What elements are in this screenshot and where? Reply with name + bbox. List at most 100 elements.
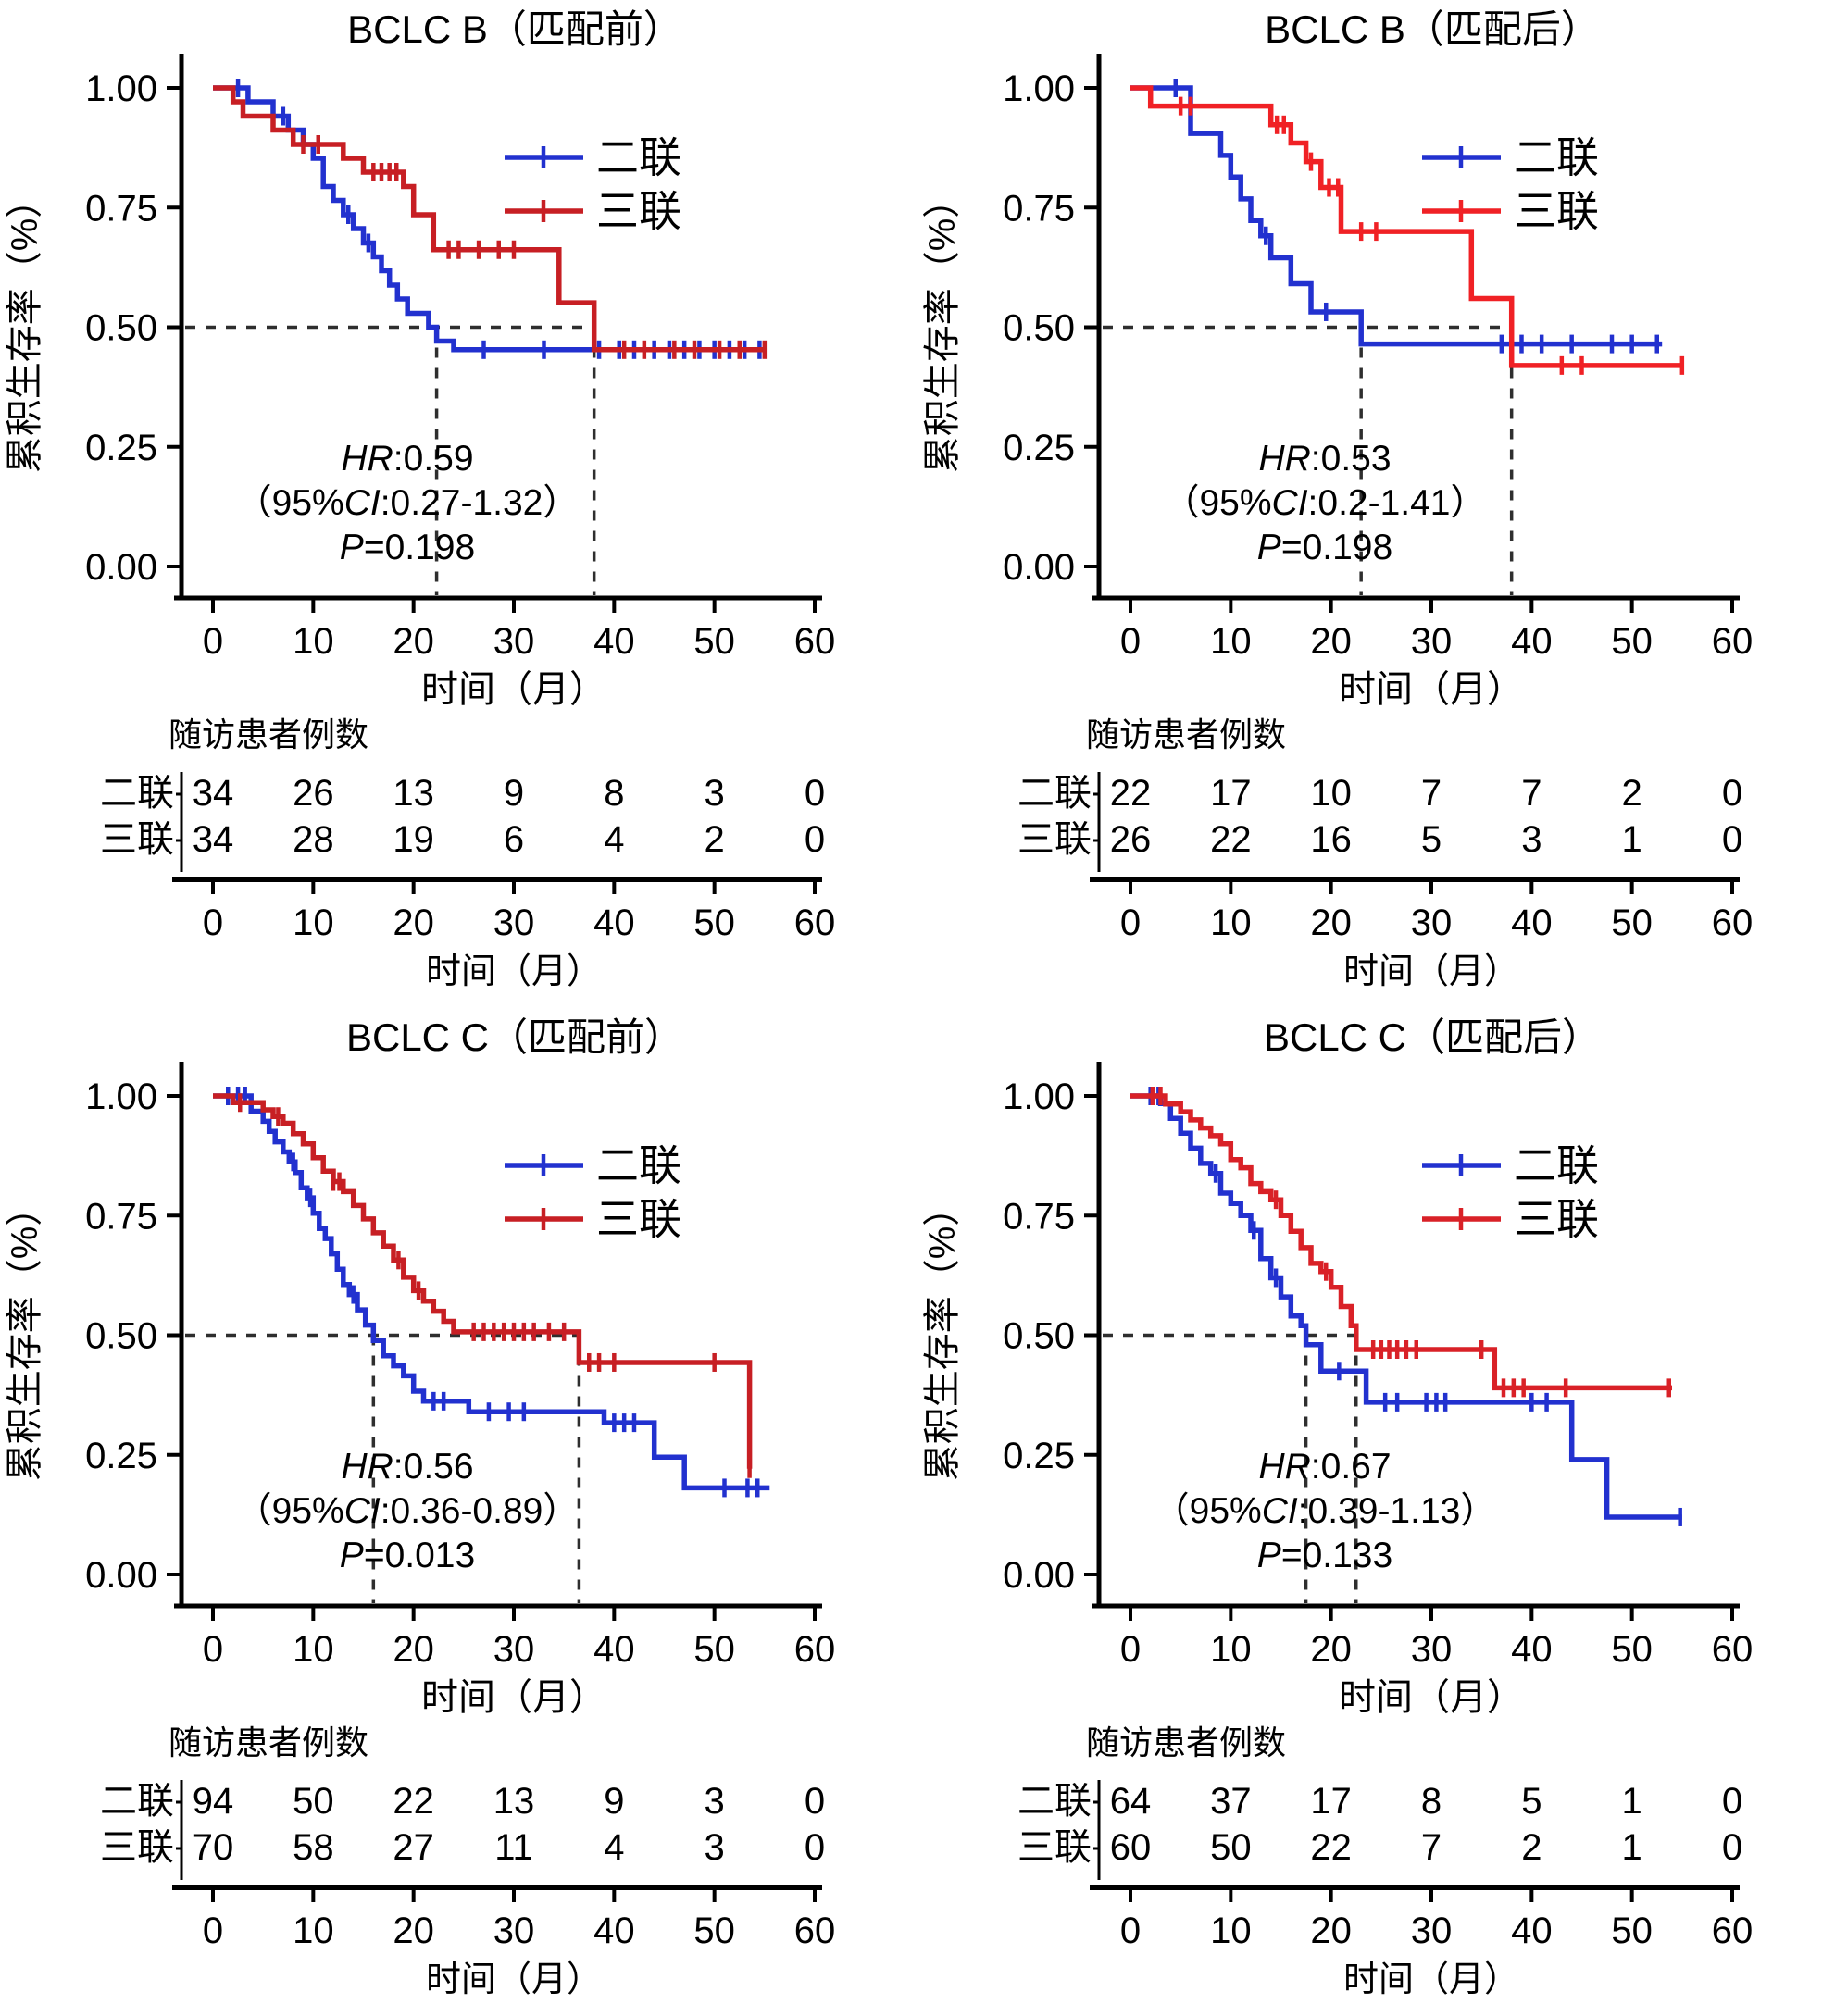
risk-count: 3 — [705, 1781, 725, 1822]
annotation-token: HR — [1258, 1447, 1310, 1487]
risk-x-tick-label: 60 — [1712, 902, 1754, 943]
legend-label: 二联 — [1514, 1141, 1599, 1189]
risk-count: 17 — [1210, 773, 1252, 814]
risk-count: 22 — [1210, 819, 1252, 860]
risk-count: 26 — [293, 773, 334, 814]
annotation-token: :0.39-1.13） — [1298, 1491, 1497, 1531]
risk-count: 0 — [805, 1827, 825, 1868]
risk-x-tick-label: 10 — [293, 902, 334, 943]
y-tick-label: 0.25 — [1003, 1436, 1075, 1476]
legend-label: 三联 — [1514, 187, 1599, 235]
risk-count: 2 — [1521, 1827, 1542, 1868]
annotation-line-2: （95%CI:0.27-1.32） — [236, 483, 580, 523]
risk-count: 34 — [193, 773, 234, 814]
y-axis-title: 累积生存率（%） — [5, 181, 45, 474]
annotation-line-2: （95%CI:0.2-1.41） — [1163, 483, 1486, 523]
annotation-token: P — [340, 528, 364, 567]
risk-row-label: 三联 — [100, 1827, 174, 1868]
panel-title: BCLC C（匹配前） — [346, 1015, 683, 1059]
risk-x-tick-label: 30 — [1411, 902, 1453, 943]
annotation-token: :0.36-0.89） — [381, 1491, 580, 1531]
risk-count: 8 — [604, 773, 624, 814]
legend-label: 三联 — [596, 187, 681, 235]
x-tick-label: 60 — [1712, 621, 1754, 662]
risk-x-axis-title: 时间（月） — [426, 952, 602, 991]
y-axis-title: 累积生存率（%） — [922, 1189, 963, 1482]
x-tick-label: 20 — [393, 621, 434, 662]
y-tick-label: 0.50 — [1003, 308, 1075, 349]
risk-x-tick-label: 10 — [293, 1910, 334, 1951]
risk-count: 1 — [1622, 1827, 1642, 1868]
risk-count: 2 — [1622, 773, 1642, 814]
risk-count: 37 — [1210, 1781, 1252, 1822]
x-tick-label: 50 — [693, 1629, 735, 1670]
annotation-token: CI — [1272, 483, 1308, 523]
risk-count: 19 — [393, 819, 434, 860]
legend-label: 三联 — [596, 1195, 681, 1243]
risk-count: 16 — [1310, 819, 1352, 860]
x-tick-label: 30 — [1411, 1629, 1453, 1670]
y-tick-label: 1.00 — [1003, 1076, 1075, 1117]
risk-count: 5 — [1421, 819, 1442, 860]
y-axis-title: 累积生存率（%） — [5, 1189, 45, 1482]
risk-x-tick-label: 0 — [203, 1910, 223, 1951]
km-panel-bclc-c-post: BCLC C（匹配后）1.000.750.500.250.000 10 20 30 40… — [918, 1008, 1835, 2016]
x-tick-label: 50 — [693, 621, 735, 662]
risk-x-tick-label: 40 — [1511, 1910, 1553, 1951]
legend-label: 二联 — [1514, 133, 1599, 181]
risk-count: 27 — [393, 1827, 434, 1868]
median-guides — [185, 325, 596, 595]
panel-title: BCLC B（匹配后） — [1265, 7, 1600, 51]
annotation-token: HR — [1258, 439, 1310, 479]
censor-marks-二联 — [1173, 79, 1659, 354]
annotation-token: HR — [341, 1447, 393, 1487]
x-tick-label: 0 — [203, 621, 223, 662]
annotation-token: :0.27-1.32） — [381, 483, 580, 523]
risk-x-axis-title: 时间（月） — [1343, 1960, 1519, 1999]
annotation-line-1: HR:0.59 — [341, 439, 473, 479]
censor-marks-三联 — [1178, 96, 1685, 375]
x-tick-label: 60 — [794, 1629, 836, 1670]
median-guides — [1103, 325, 1514, 595]
y-tick-label: 0.50 — [85, 308, 157, 349]
risk-count: 28 — [293, 819, 334, 860]
annotation-token: :0.2-1.41） — [1308, 483, 1487, 523]
km-panel-bclc-b-post: BCLC B（匹配后）1.000.750.500.250.000 10 20 30 40… — [918, 0, 1835, 1008]
panel-title: BCLC C（匹配后） — [1264, 1015, 1601, 1059]
risk-row-label: 二联 — [1017, 773, 1092, 814]
risk-x-tick-label: 30 — [1411, 1910, 1453, 1951]
risk-count: 9 — [604, 1781, 624, 1822]
risk-count: 6 — [504, 819, 524, 860]
risk-count: 13 — [493, 1781, 535, 1822]
survival-curve-三联 — [213, 1093, 753, 1469]
risk-x-axis-title: 时间（月） — [426, 1960, 602, 1999]
risk-count: 3 — [705, 773, 725, 814]
y-tick-label: 0.25 — [85, 428, 157, 468]
risk-count: 0 — [1722, 1781, 1742, 1822]
annotation-token: :0.53 — [1311, 439, 1392, 479]
risk-x-tick-label: 10 — [1210, 902, 1252, 943]
risk-x-tick-label: 20 — [393, 902, 434, 943]
risk-count: 0 — [1722, 773, 1742, 814]
risk-table-header: 随访患者例数 — [169, 1724, 368, 1761]
risk-count: 3 — [1521, 819, 1542, 860]
annotation-line-3: P=0.133 — [1257, 1536, 1392, 1575]
x-tick-label: 0 — [1120, 621, 1141, 662]
annotation-token: =0.013 — [364, 1536, 475, 1575]
annotation-token: :0.56 — [393, 1447, 474, 1487]
x-axis-title: 时间（月） — [421, 1677, 606, 1718]
annotation-line-1: HR:0.67 — [1258, 1447, 1391, 1487]
risk-count: 22 — [393, 1781, 434, 1822]
risk-x-tick-label: 40 — [593, 1910, 635, 1951]
y-tick-label: 1.00 — [85, 68, 157, 109]
risk-x-tick-label: 0 — [203, 902, 223, 943]
annotation-token: P — [1257, 528, 1281, 567]
risk-count: 11 — [494, 1827, 533, 1868]
risk-x-tick-label: 20 — [1310, 902, 1352, 943]
annotation-token: （95% — [236, 1491, 344, 1531]
annotation-token: CI — [344, 1491, 381, 1531]
x-tick-label: 50 — [1611, 1629, 1653, 1670]
annotation-token: =0.198 — [1281, 528, 1392, 567]
risk-row-label: 三联 — [1017, 1827, 1092, 1868]
x-tick-label: 30 — [493, 1629, 535, 1670]
